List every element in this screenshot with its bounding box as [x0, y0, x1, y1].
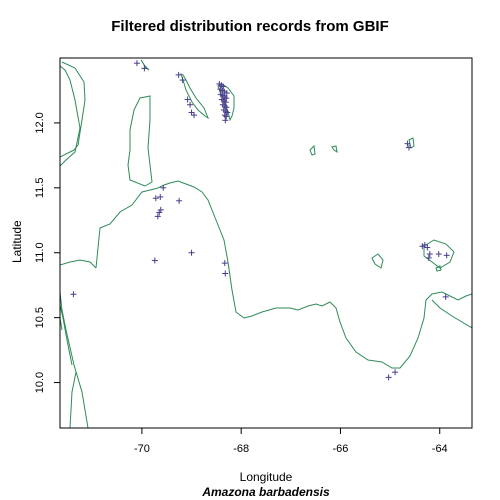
record-point — [70, 291, 77, 298]
mainland-coastline — [127, 95, 153, 187]
record-point — [160, 184, 167, 191]
record-point — [222, 270, 229, 277]
record-point — [223, 113, 230, 120]
chart-title: Filtered distribution records from GBIF — [111, 18, 389, 35]
record-point — [151, 257, 158, 264]
record-point — [385, 374, 392, 381]
record-point — [157, 206, 164, 213]
record-point — [221, 93, 228, 100]
record-point — [152, 195, 159, 202]
curacao-island — [180, 73, 210, 120]
x-axis-label: Longitude — [239, 470, 293, 484]
record-point — [426, 251, 433, 258]
y-tick-label: 10.5 — [34, 307, 46, 328]
plot-frame — [59, 57, 473, 429]
record-point — [191, 112, 198, 119]
record-point — [188, 249, 195, 256]
record-point — [133, 60, 140, 67]
y-tick-label: 11.0 — [34, 242, 46, 263]
species-subtitle: Amazona barbadensis — [202, 485, 330, 499]
record-point — [405, 144, 412, 151]
aruba-island — [140, 59, 150, 71]
record-point — [141, 65, 148, 72]
mainland-coastline — [60, 291, 89, 428]
small-island — [371, 253, 384, 269]
blanquilla-island — [408, 137, 415, 149]
record-point — [221, 260, 228, 267]
x-tick-label: -70 — [134, 443, 150, 455]
mainland-coastline — [69, 371, 77, 428]
mainland-coastline — [60, 61, 86, 158]
mainland-coastline — [60, 304, 73, 366]
record-point — [221, 103, 228, 110]
mainland-coastline — [60, 65, 81, 167]
record-point — [187, 101, 194, 108]
record-point — [157, 193, 164, 200]
axes-layer: -70 -68 -66 -64 10.0 10.5 11.0 11.5 12.0 — [34, 112, 448, 455]
record-point — [404, 140, 411, 147]
record-point — [223, 95, 230, 102]
record-point — [425, 254, 432, 261]
records-layer — [70, 60, 450, 381]
record-point — [392, 369, 399, 376]
x-tick-label: -66 — [333, 443, 349, 455]
mainland-coastline — [60, 259, 97, 269]
record-point — [156, 209, 163, 216]
record-point — [222, 108, 229, 115]
record-point — [442, 293, 449, 300]
record-point — [443, 252, 450, 259]
record-point — [435, 251, 442, 258]
coche-island — [435, 265, 442, 272]
record-point — [222, 117, 229, 124]
coastline-layer — [60, 59, 472, 428]
record-point — [184, 96, 191, 103]
y-tick-label: 12.0 — [34, 112, 46, 133]
record-point — [175, 71, 182, 78]
small-island — [331, 145, 338, 154]
mainland-coastline — [95, 180, 472, 369]
record-point — [220, 83, 227, 90]
mainland-coastline — [431, 299, 472, 329]
record-point — [154, 213, 161, 220]
record-point — [179, 77, 186, 84]
record-point — [221, 112, 228, 119]
record-point — [176, 197, 183, 204]
record-point — [223, 90, 230, 97]
y-tick-label: 11.5 — [34, 178, 46, 199]
x-tick-label: -64 — [432, 443, 448, 455]
small-island — [309, 144, 316, 156]
record-point — [424, 244, 431, 251]
x-tick-label: -68 — [233, 443, 249, 455]
y-tick-label: 10.0 — [34, 372, 46, 393]
